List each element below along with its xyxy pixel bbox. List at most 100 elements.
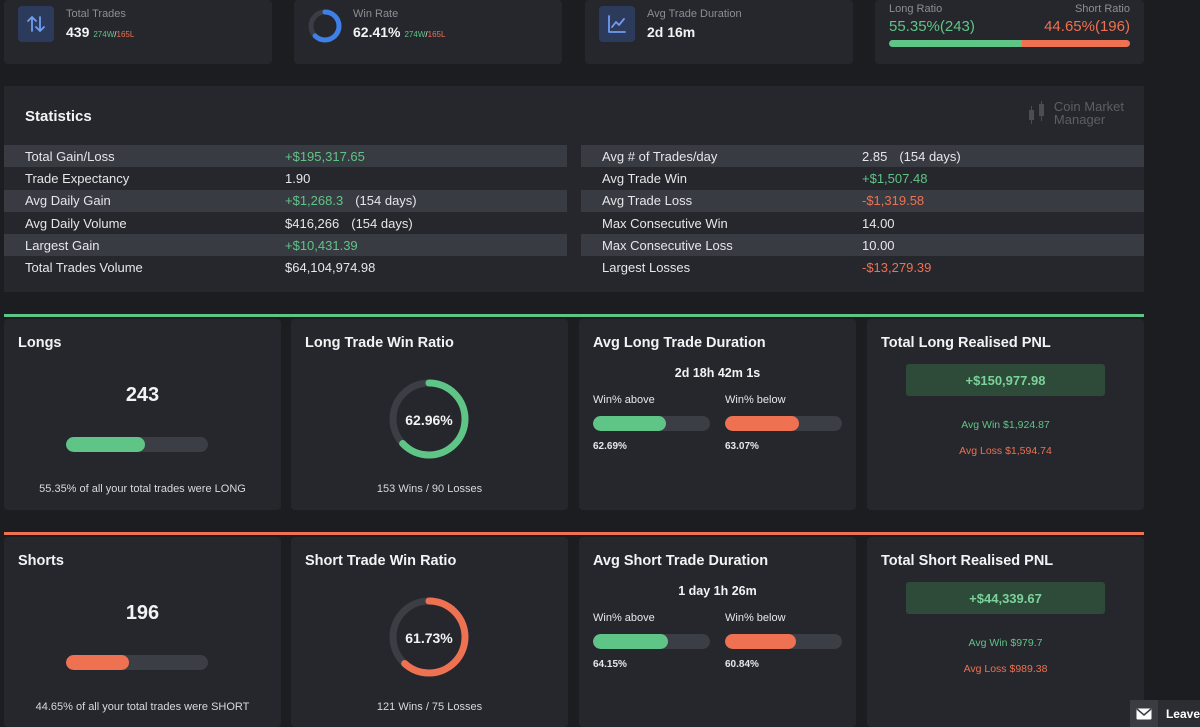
statistics-panel: Statistics Coin Market Manager Total Gain… [4, 86, 1144, 292]
stats-row-amount: $416,266 [285, 215, 340, 231]
long-short-ratio-card: Long Ratio Short Ratio 55.35%(243) 44.65… [875, 0, 1144, 64]
short-win-above-fill [593, 634, 669, 649]
short-win-below-label: Win% below [725, 612, 786, 624]
ratio-bar-short [1022, 40, 1130, 47]
statistics-right-table: Avg # of Trades/day 2.85 (154 days) Avg Tra… [581, 145, 1144, 279]
stats-row: Avg Daily Gain +$1,268.3 (154 days) [4, 189, 567, 212]
stats-row: Largest Gain +$10,431.39 [4, 234, 567, 257]
stats-row-extra: (154 days) [351, 215, 413, 231]
long-win-below-label: Win% below [725, 394, 786, 406]
coin-market-manager-logo: Coin Market Manager [1028, 100, 1124, 126]
stats-row-amount: -$1,319.58 [862, 193, 925, 209]
stats-row-label: Max Consecutive Win [602, 215, 728, 231]
stats-row-label: Max Consecutive Loss [602, 237, 733, 253]
total-trades-card: Total Trades 439 274W/165L [4, 0, 272, 64]
short-win-ratio-card: Short Trade Win Ratio 61.73% 121 Wins / … [291, 537, 568, 727]
stats-row: Trade Expectancy 1.90 [4, 167, 567, 189]
stats-row-value: 2.85 (154 days) [862, 149, 1144, 164]
longs-count: 243 [125, 384, 160, 406]
short-win-ratio-title: Short Trade Win Ratio [305, 553, 457, 569]
stats-row: Max Consecutive Win 14.00 [581, 212, 1144, 234]
short-win-ratio-value: 61.73% [405, 630, 453, 646]
avg-duration-label: Avg Trade Duration [647, 8, 742, 20]
short-pnl-value: +$44,339.67 [906, 582, 1105, 614]
long-pnl-title: Total Long Realised PNL [881, 335, 1051, 351]
swap-arrows-icon [18, 6, 54, 42]
stats-row-label: Trade Expectancy [25, 170, 130, 186]
long-avg-win: Avg Win $1,924.87 [961, 419, 1050, 431]
stats-row: Avg Trade Win +$1,507.48 [581, 167, 1144, 189]
stats-row-amount: -$13,279.39 [862, 260, 932, 276]
avg-duration-card: Avg Trade Duration 2d 16m [585, 0, 853, 64]
stats-row-label: Largest Gain [25, 237, 100, 253]
stats-row-value: -$13,279.39 [862, 260, 1144, 275]
longs-card: Longs 243 55.35% of all your total trade… [4, 319, 281, 510]
long-avg-loss: Avg Loss $1,594.74 [959, 445, 1052, 457]
long-ratio-label: Long Ratio [889, 3, 943, 15]
long-win-below-bar [725, 416, 842, 431]
longs-share-bar [66, 437, 208, 452]
avg-duration-value: 2d 16m [647, 24, 696, 40]
longs-title: Longs [18, 335, 62, 351]
long-wins-losses: 153 Wins / 90 Losses [376, 483, 483, 495]
long-win-above-label: Win% above [593, 394, 655, 406]
stats-row-value: 1.90 [285, 171, 567, 186]
long-win-ratio-arc [389, 379, 469, 459]
short-win-ratio-donut [389, 597, 469, 677]
long-win-below-fill [725, 416, 799, 431]
statistics-left-table: Total Gain/Loss +$195,317.65 Trade Expecta… [4, 145, 567, 279]
candlestick-logo-icon [1028, 101, 1044, 124]
stats-row-amount: 10.00 [862, 237, 895, 253]
longs-section-divider [4, 314, 1144, 317]
stats-row-value: 10.00 [862, 238, 1144, 253]
stats-row-label: Avg Daily Gain [25, 193, 111, 209]
stats-row-extra: (154 days) [899, 148, 961, 164]
shorts-card: Shorts 196 44.65% of all your total trad… [4, 537, 281, 727]
short-win-above-bar [593, 634, 710, 649]
long-win-ratio-value: 62.96% [405, 412, 453, 428]
short-win-below-bar [725, 634, 842, 649]
statistics-title: Statistics [25, 108, 92, 125]
long-win-above-fill [593, 416, 667, 431]
win-rate-ring-icon [307, 8, 343, 44]
long-win-above-pct: 62.69% [593, 441, 627, 452]
stats-row: Max Consecutive Loss 10.00 [581, 234, 1144, 257]
long-short-ratio-bar [889, 40, 1130, 47]
short-wins-losses: 121 Wins / 75 Losses [376, 701, 483, 713]
short-win-above-label: Win% above [593, 612, 655, 624]
short-win-ratio-arc [389, 597, 469, 677]
ratio-bar-long [889, 40, 1023, 47]
long-win-above-bar [593, 416, 710, 431]
stats-row: Total Gain/Loss +$195,317.65 [4, 145, 567, 168]
shorts-title: Shorts [18, 553, 64, 569]
leave-message-button[interactable]: Leave [1130, 700, 1200, 727]
shorts-count: 196 [125, 602, 160, 624]
longs-share-fill [66, 437, 145, 452]
stats-row-amount: 14.00 [862, 215, 895, 231]
stats-row-value: +$1,268.3 (154 days) [285, 193, 567, 208]
stats-row-label: Total Trades Volume [25, 260, 143, 276]
stats-row-amount: 2.85 [862, 148, 888, 164]
stats-row: Avg Trade Loss -$1,319.58 [581, 189, 1144, 212]
long-pnl-value: +$150,977.98 [906, 364, 1105, 396]
stats-row-amount: +$1,268.3 [285, 193, 344, 209]
avg-long-duration-card: Avg Long Trade Duration 2d 18h 42m 1s Wi… [579, 319, 856, 510]
long-ratio-value: 55.35%(243) [889, 18, 975, 35]
stats-row-amount: +$10,431.39 [285, 237, 358, 253]
short-ratio-value: 44.65%(196) [1044, 18, 1130, 35]
short-pnl-card: Total Short Realised PNL +$44,339.67 Avg… [867, 537, 1144, 727]
stats-row-value: +$1,507.48 [862, 171, 1144, 186]
stats-row-value: $64,104,974.98 [285, 260, 567, 275]
short-pnl-title: Total Short Realised PNL [881, 553, 1054, 569]
long-pnl-card: Total Long Realised PNL +$150,977.98 Avg… [867, 319, 1144, 510]
stats-row-extra: (154 days) [355, 193, 417, 209]
stats-row-label: Avg Daily Volume [25, 215, 127, 231]
shorts-share-fill [66, 655, 130, 670]
long-win-ratio-card: Long Trade Win Ratio 62.96% 153 Wins / 9… [291, 319, 568, 510]
long-win-ratio-donut [389, 379, 469, 459]
stats-row-value: 14.00 [862, 216, 1144, 231]
stats-row-value: -$1,319.58 [862, 193, 1144, 208]
leave-message-label: Leave [1165, 706, 1200, 721]
stats-row-amount: $64,104,974.98 [285, 260, 376, 276]
avg-short-duration-card: Avg Short Trade Duration 1 day 1h 26m Wi… [579, 537, 856, 727]
